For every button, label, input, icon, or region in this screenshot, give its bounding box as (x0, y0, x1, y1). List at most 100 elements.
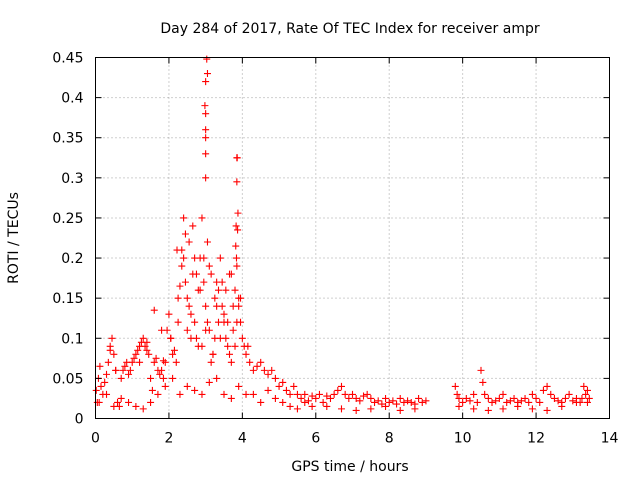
data-point (349, 390, 356, 398)
data-point (202, 126, 210, 134)
x-tick-labels: 0 2 4 6 8 10 12 14 (91, 431, 618, 447)
data-point (382, 402, 390, 410)
data-point (543, 406, 551, 414)
data-point (191, 318, 199, 326)
data-point (226, 350, 234, 358)
data-point (282, 386, 290, 394)
data-point (158, 366, 166, 374)
data-point (234, 209, 242, 217)
data-point (227, 394, 235, 402)
data-point (202, 302, 210, 310)
data-point (561, 394, 569, 402)
y-tick-label: 0.3 (61, 171, 83, 187)
data-point (260, 366, 268, 374)
data-point (202, 150, 210, 158)
data-point (352, 394, 360, 402)
data-point (136, 358, 144, 366)
data-point (418, 398, 426, 406)
data-point (203, 55, 211, 63)
data-point (198, 342, 206, 350)
data-points (92, 55, 593, 414)
data-point (235, 382, 243, 390)
data-point (185, 238, 193, 246)
data-point (224, 342, 232, 350)
data-point (503, 398, 511, 406)
data-point (202, 110, 210, 118)
data-point (148, 386, 156, 394)
data-point (183, 294, 191, 302)
x-tick-label: 6 (311, 431, 320, 447)
data-point (470, 405, 478, 413)
data-point (126, 366, 134, 374)
data-point (114, 398, 122, 406)
data-point (385, 398, 393, 406)
data-point (205, 262, 213, 270)
data-point (169, 374, 177, 382)
data-point (213, 374, 221, 382)
data-point (213, 278, 221, 286)
x-tick-label: 10 (454, 431, 472, 447)
data-point (180, 254, 188, 262)
data-point (232, 222, 240, 230)
data-point (227, 270, 235, 278)
data-point (189, 222, 197, 230)
data-point (130, 354, 138, 362)
plot-frame (95, 57, 610, 419)
data-point (308, 392, 316, 400)
data-point (106, 346, 114, 354)
data-point (97, 382, 105, 390)
data-point (139, 405, 147, 413)
data-point (484, 406, 492, 414)
data-point (187, 334, 195, 342)
data-point (550, 394, 558, 402)
data-point (233, 318, 241, 326)
data-point (112, 366, 120, 374)
data-point (334, 386, 342, 394)
data-point (268, 366, 276, 374)
data-point (495, 394, 503, 402)
data-point (96, 362, 104, 370)
data-point (201, 102, 209, 110)
data-point (583, 398, 591, 406)
data-point (211, 294, 219, 302)
data-point (249, 366, 257, 374)
data-point (104, 358, 112, 366)
data-point (477, 366, 485, 374)
data-point (156, 370, 164, 378)
data-point (407, 398, 415, 406)
data-point (181, 230, 189, 238)
data-point (547, 390, 555, 398)
data-point (585, 394, 593, 402)
data-point (326, 394, 334, 402)
data-point (203, 318, 211, 326)
data-point (301, 398, 309, 406)
data-point (132, 350, 140, 358)
data-point (235, 294, 243, 302)
y-tick-label: 0.15 (52, 291, 83, 307)
data-point (462, 394, 470, 402)
data-point (202, 326, 210, 334)
data-point (308, 402, 316, 410)
data-point (257, 398, 265, 406)
data-point (150, 358, 158, 366)
data-point (528, 390, 536, 398)
data-point (159, 374, 167, 382)
data-point (117, 374, 125, 382)
data-point (297, 394, 305, 402)
data-point (202, 134, 210, 142)
data-point (244, 342, 252, 350)
data-point (158, 326, 166, 334)
data-point (161, 382, 169, 390)
data-point (264, 370, 272, 378)
data-point (187, 310, 195, 318)
data-point (363, 390, 371, 398)
data-point (279, 398, 287, 406)
data-point (293, 390, 301, 398)
data-point (220, 310, 228, 318)
data-point (216, 334, 224, 342)
data-point (371, 398, 379, 406)
data-point (479, 378, 487, 386)
data-point (323, 392, 331, 400)
data-point (200, 278, 208, 286)
data-point (323, 402, 331, 410)
